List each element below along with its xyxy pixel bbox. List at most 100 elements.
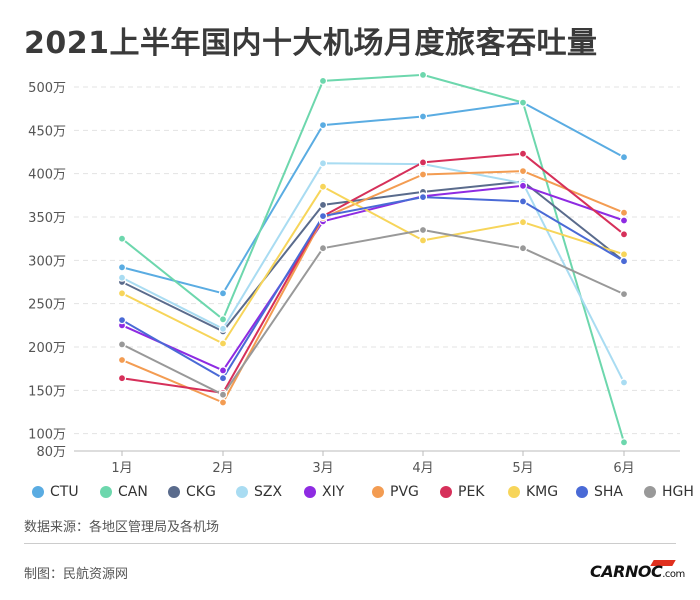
- legend-label: HGH: [662, 484, 694, 500]
- data-point-ctu: [418, 112, 428, 121]
- line-chart: 80万100万150万200万250万300万350万400万450万500万 …: [28, 70, 680, 476]
- x-tick-label: 3月: [312, 461, 333, 476]
- legend-label: PEK: [458, 484, 485, 500]
- legend-label: SZX: [254, 484, 283, 500]
- y-tick-label: 100万: [28, 428, 66, 443]
- data-point-can: [318, 76, 328, 86]
- x-tick-label: 6月: [613, 461, 634, 476]
- data-point-can: [218, 315, 228, 324]
- data-point-pek: [518, 149, 528, 158]
- y-tick-label: 80万: [36, 445, 66, 460]
- legend-dot-icon: [576, 486, 588, 498]
- series-line-szx: [121, 162, 625, 383]
- series-line-sha: [121, 196, 625, 380]
- legend-label: KMG: [526, 484, 559, 500]
- series-line-kmg: [121, 185, 625, 345]
- data-point-can: [418, 70, 428, 80]
- legend-item-pek: PEK: [440, 484, 484, 500]
- data-point-pvg: [218, 398, 228, 407]
- y-tick-label: 200万: [28, 341, 66, 356]
- data-point-pvg: [619, 208, 629, 217]
- x-tick-label: 1月: [111, 461, 132, 476]
- carnoc-logo: CARNOC.com: [590, 560, 686, 584]
- data-point-sha: [619, 257, 629, 266]
- data-point-szx: [218, 324, 228, 333]
- data-source-note: 数据来源：各地区管理局及各机场: [24, 520, 220, 535]
- legend-item-xiy: XIY: [304, 484, 344, 500]
- legend-label: XIY: [322, 484, 345, 500]
- legend-item-ctu: CTU: [32, 484, 79, 500]
- data-point-sha: [318, 212, 328, 221]
- legend-label: CKG: [186, 484, 216, 500]
- data-point-pvg: [418, 170, 428, 179]
- series-line-pvg: [121, 170, 625, 404]
- legend-dot-icon: [372, 486, 384, 498]
- x-axis: 1月 2月 3月 4月 5月 6月: [74, 450, 680, 476]
- y-tick-label: 500万: [28, 81, 66, 96]
- data-point-hgh: [418, 225, 428, 235]
- legend-item-can: CAN: [100, 484, 148, 500]
- legend-dot-icon: [32, 486, 44, 498]
- legend-label: PVG: [390, 484, 419, 500]
- legend-dot-icon: [100, 486, 112, 498]
- series-lines: [121, 73, 625, 443]
- x-tick-label: 4月: [412, 461, 433, 476]
- data-point-kmg: [218, 339, 228, 348]
- legend-dot-icon: [508, 486, 520, 498]
- data-point-szx: [619, 378, 629, 387]
- legend-item-pvg: PVG: [372, 484, 419, 500]
- y-tick-label: 350万: [28, 211, 66, 226]
- data-point-szx: [117, 273, 127, 282]
- data-point-kmg: [117, 289, 127, 298]
- series-line-can: [121, 73, 625, 443]
- data-point-szx: [318, 159, 328, 168]
- data-point-pvg: [518, 167, 528, 176]
- y-tick-label: 400万: [28, 168, 66, 183]
- chart-title: 2021上半年国内十大机场月度旅客吞吐量: [24, 26, 598, 61]
- legend-dot-icon: [644, 486, 656, 498]
- legend-item-ckg: CKG: [168, 484, 216, 500]
- y-tick-label: 450万: [28, 124, 66, 139]
- series-line-ctu: [121, 101, 625, 295]
- data-point-ctu: [619, 153, 629, 162]
- data-points: [117, 70, 629, 447]
- data-point-sha: [518, 197, 528, 206]
- data-point-can: [619, 438, 629, 447]
- y-tick-label: 250万: [28, 298, 66, 313]
- legend-dot-icon: [168, 486, 180, 498]
- data-point-hgh: [318, 244, 328, 253]
- data-point-ctu: [117, 263, 127, 272]
- chart-credit: 制图：民航资源网: [24, 567, 129, 582]
- data-point-ctu: [218, 289, 228, 298]
- legend-dot-icon: [304, 486, 316, 498]
- data-point-hgh: [218, 390, 228, 399]
- data-point-pek: [117, 374, 127, 383]
- data-point-xiy: [619, 216, 629, 225]
- legend-dot-icon: [236, 486, 248, 498]
- y-tick-label: 300万: [28, 254, 66, 269]
- series-line-ckg: [121, 180, 625, 333]
- data-point-xiy: [518, 181, 528, 190]
- data-point-kmg: [619, 250, 629, 259]
- data-point-hgh: [117, 340, 127, 349]
- series-line-xiy: [121, 184, 625, 372]
- legend-item-hgh: HGH: [644, 484, 694, 500]
- logo-text: CARNOC.com: [590, 562, 685, 581]
- data-point-kmg: [318, 182, 328, 191]
- legend-label: CAN: [118, 484, 148, 500]
- legend-item-sha: SHA: [576, 484, 623, 500]
- data-point-can: [117, 234, 127, 243]
- data-point-kmg: [518, 218, 528, 227]
- data-point-pek: [418, 158, 428, 167]
- series-line-hgh: [121, 229, 625, 396]
- x-tick-label: 2月: [212, 461, 233, 476]
- footer-divider: [24, 543, 676, 544]
- data-point-can: [518, 98, 528, 107]
- y-axis-ticks: 80万 100万 150万 200万 250万 300万 350万 400万 450万 500万: [28, 81, 66, 460]
- series-line-pek: [121, 152, 625, 394]
- data-point-hgh: [518, 244, 528, 253]
- x-tick-label: 5月: [512, 461, 533, 476]
- data-point-pek: [619, 230, 629, 239]
- legend-label: SHA: [594, 484, 623, 500]
- y-tick-label: 150万: [28, 384, 66, 399]
